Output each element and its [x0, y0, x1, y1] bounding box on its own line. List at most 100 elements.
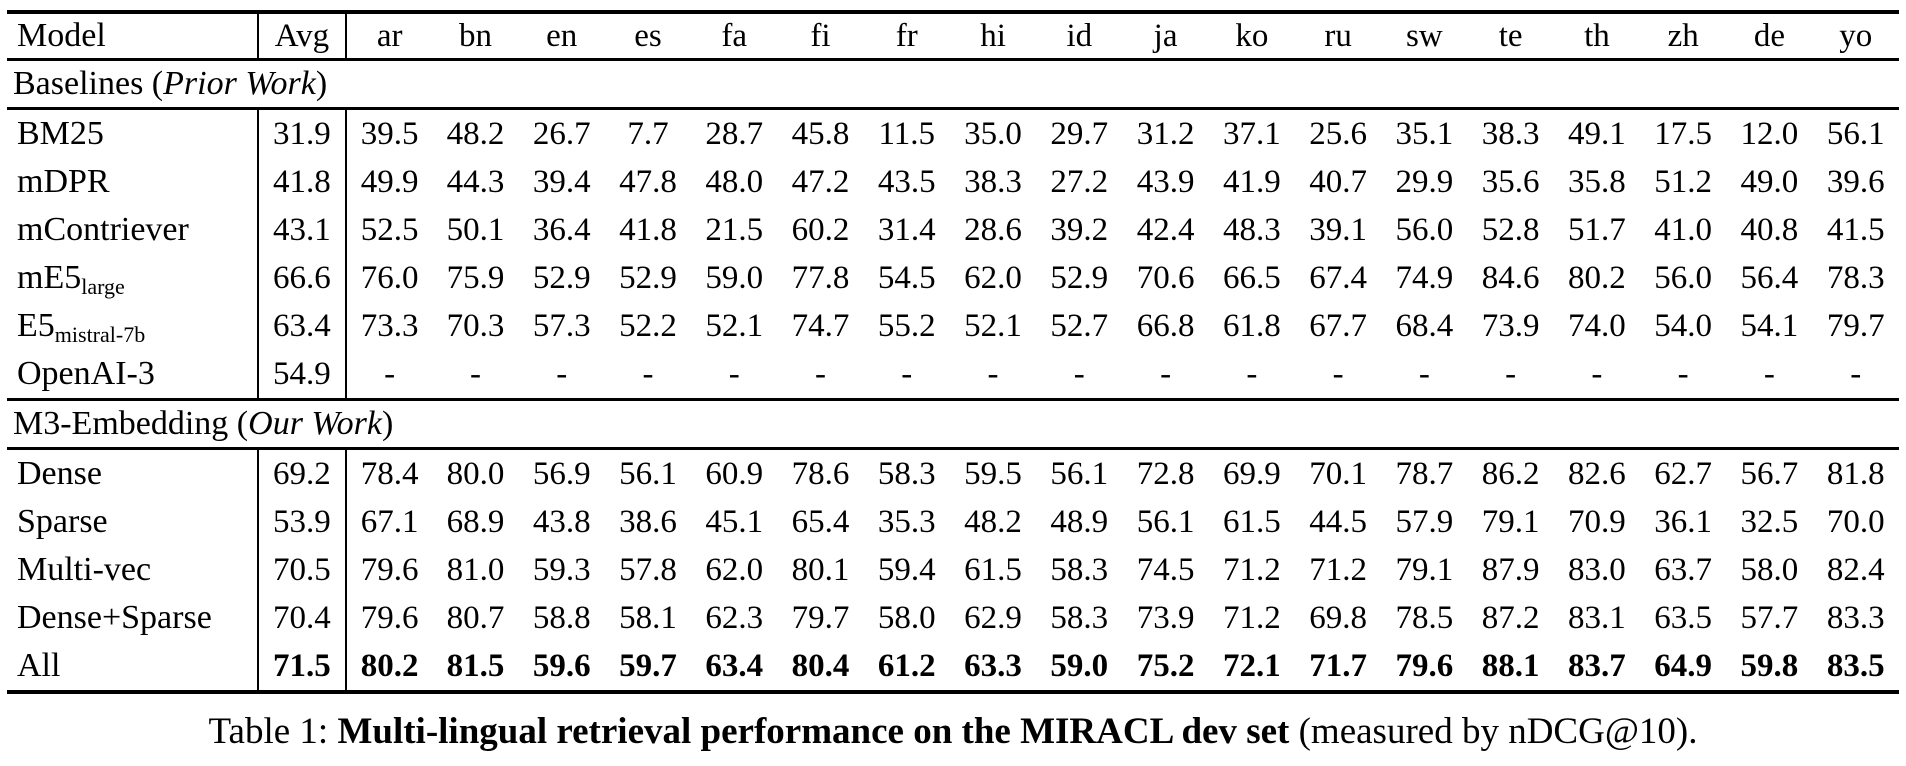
value-cell: 81.5: [446, 647, 505, 684]
value-cell: 70.0: [1826, 503, 1885, 540]
value-cell: 80.4: [791, 647, 850, 684]
value-cell: 80.0: [446, 455, 505, 492]
avg-value-cell: 54.9: [257, 350, 348, 400]
value-cell: 62.0: [705, 551, 764, 588]
value-cell: 75.9: [446, 259, 505, 296]
value-cell: 70.1: [1309, 455, 1367, 492]
value-cell: 56.1: [1136, 503, 1195, 540]
value-cell: -: [1763, 355, 1775, 392]
value-cell: 52.8: [1481, 211, 1540, 248]
value-cell: 43.8: [532, 503, 591, 540]
header-row: Model Avg ar bn en es fa fi fr hi id ja ko ru sw te th zh…: [7, 12, 1899, 60]
model-name-cell: mE5large: [7, 254, 259, 302]
value-cell: 59.4: [877, 551, 936, 588]
section-title-text: Baselines (: [13, 65, 164, 102]
value-cell: 48.2: [964, 503, 1022, 540]
column-header-avg: Avg: [257, 12, 348, 60]
column-header-fi: fi: [810, 17, 831, 54]
value-cell: 42.4: [1136, 211, 1195, 248]
value-cell: 88.1: [1481, 647, 1540, 684]
model-name-cell: mContriever: [7, 206, 259, 254]
value-cell: 17.5: [1654, 115, 1713, 152]
value-cell: 58.0: [1740, 551, 1799, 588]
model-name-subscript: large: [81, 274, 125, 299]
column-header-hi: hi: [980, 17, 1006, 54]
column-header-te: te: [1498, 17, 1523, 54]
value-cell: 61.2: [877, 647, 936, 684]
value-cell: 79.6: [1395, 647, 1454, 684]
value-cell: 80.2: [360, 647, 419, 684]
value-cell: 66.5: [1222, 259, 1281, 296]
table-row-me5: mE5large 66.6 76.0 75.9 52.9 52.9 59.0 77.8 54.5…: [7, 254, 1899, 302]
table-row-multi-vec: Multi-vec 70.5 79.6 81.0 59.3 57.8 62.0 80.1 59.…: [7, 546, 1899, 594]
value-cell: 66.8: [1136, 307, 1195, 344]
value-cell: 72.8: [1136, 455, 1195, 492]
value-cell: 26.7: [532, 115, 591, 152]
value-cell: 61.8: [1222, 307, 1281, 344]
value-cell: 75.2: [1136, 647, 1195, 684]
value-cell: 58.3: [877, 455, 936, 492]
avg-value-cell: 71.5: [257, 642, 348, 692]
value-cell: 61.5: [964, 551, 1022, 588]
model-name: All: [17, 647, 61, 684]
value-cell: 48.0: [705, 163, 764, 200]
value-cell: 55.2: [877, 307, 936, 344]
model-name: Multi-vec: [17, 551, 152, 588]
value-cell: 65.4: [791, 503, 850, 540]
value-cell: 62.7: [1654, 455, 1713, 492]
value-cell: 32.5: [1740, 503, 1799, 540]
model-name: BM25: [17, 115, 104, 152]
value-cell: 70.3: [446, 307, 505, 344]
value-cell: -: [1677, 355, 1689, 392]
value-cell: 81.8: [1826, 455, 1885, 492]
value-cell: 74.0: [1568, 307, 1626, 344]
value-cell: 79.1: [1395, 551, 1454, 588]
value-cell: 57.8: [619, 551, 677, 588]
value-cell: 51.7: [1568, 211, 1626, 248]
value-cell: 69.9: [1222, 455, 1281, 492]
value-cell: -: [1505, 355, 1517, 392]
value-cell: 39.5: [360, 115, 419, 152]
value-cell: 25.6: [1309, 115, 1367, 152]
value-cell: 48.3: [1222, 211, 1281, 248]
value-cell: 52.5: [360, 211, 419, 248]
value-cell: 76.0: [360, 259, 419, 296]
value-cell: 63.3: [964, 647, 1022, 684]
section-title-italic: Our Work: [248, 405, 382, 442]
value-cell: 54.0: [1654, 307, 1713, 344]
value-cell: 64.9: [1654, 647, 1713, 684]
value-cell: 36.4: [532, 211, 591, 248]
value-cell: 78.4: [360, 455, 419, 492]
value-cell: 74.9: [1395, 259, 1454, 296]
value-cell: 73.9: [1136, 599, 1195, 636]
value-cell: 11.5: [878, 115, 936, 152]
model-name-cell: Sparse: [7, 498, 259, 546]
value-cell: -: [384, 355, 396, 392]
value-cell: 27.2: [1050, 163, 1109, 200]
value-cell: 86.2: [1481, 455, 1540, 492]
value-cell: 43.9: [1136, 163, 1195, 200]
table-body: Baselines (Prior Work) BM25 31.9 39.5 48.2 26…: [7, 60, 1899, 692]
value-cell: 83.7: [1568, 647, 1626, 684]
value-cell: 7.7: [627, 115, 669, 152]
value-cell: -: [556, 355, 568, 392]
column-header-en: en: [546, 17, 578, 54]
column-header-ja: ja: [1153, 17, 1178, 54]
value-cell: 62.9: [964, 599, 1022, 636]
column-header-fr: fr: [895, 17, 918, 54]
section-header-row: M3-Embedding (Our Work): [7, 400, 1899, 449]
value-cell: 74.7: [791, 307, 850, 344]
table-row-dense: Dense 69.2 78.4 80.0 56.9 56.1 60.9 78.6 58.3 59.…: [7, 448, 1899, 498]
model-name-cell: BM25: [7, 108, 259, 158]
value-cell: 83.0: [1568, 551, 1626, 588]
value-cell: 70.6: [1136, 259, 1195, 296]
value-cell: 80.1: [791, 551, 850, 588]
value-cell: 71.7: [1309, 647, 1367, 684]
value-cell: 45.1: [705, 503, 764, 540]
value-cell: 49.9: [360, 163, 419, 200]
section-title-italic: Prior Work: [163, 65, 316, 102]
value-cell: 74.5: [1136, 551, 1195, 588]
value-cell: 59.7: [619, 647, 677, 684]
avg-value-cell: 69.2: [257, 448, 348, 498]
value-cell: 29.9: [1395, 163, 1454, 200]
